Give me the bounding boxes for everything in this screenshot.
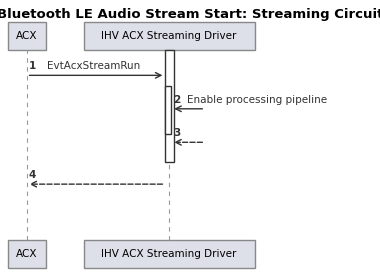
Bar [84, 240, 255, 268]
Bar [165, 86, 171, 134]
Text: EvtAcxStreamRun: EvtAcxStreamRun [48, 61, 141, 71]
Text: 2: 2 [173, 95, 180, 105]
Bar [8, 240, 46, 268]
Text: IHV ACX Streaming Driver: IHV ACX Streaming Driver [101, 31, 237, 41]
Bar [8, 22, 46, 50]
Bar [165, 50, 174, 162]
Text: 4: 4 [28, 170, 36, 180]
Text: Enable processing pipeline: Enable processing pipeline [187, 95, 327, 105]
Text: 1: 1 [28, 61, 36, 71]
Text: IHV ACX Streaming Driver: IHV ACX Streaming Driver [101, 249, 237, 259]
Text: ACX: ACX [16, 249, 37, 259]
Text: Bluetooth LE Audio Stream Start: Streaming Circuit: Bluetooth LE Audio Stream Start: Streami… [0, 8, 380, 21]
Text: ACX: ACX [16, 31, 37, 41]
Text: 3: 3 [173, 128, 180, 138]
Bar [84, 22, 255, 50]
